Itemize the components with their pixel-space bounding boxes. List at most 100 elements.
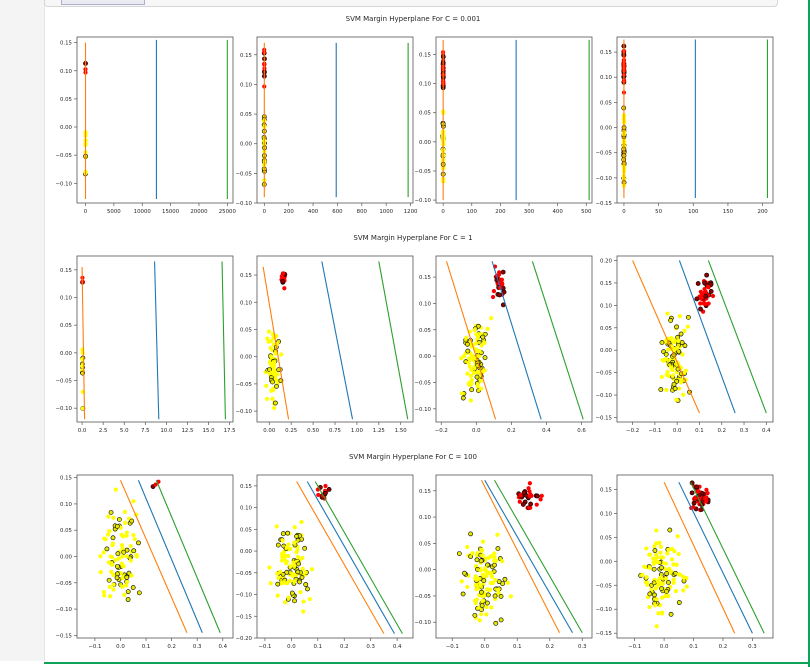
point-class-a [478, 589, 484, 595]
point-class-a [468, 373, 474, 379]
point-class-a [654, 597, 659, 602]
point-class-a [673, 589, 678, 594]
point-class-a [484, 573, 489, 578]
point-class-a [669, 557, 675, 562]
point-class-a [671, 577, 676, 582]
point-class-a [270, 379, 275, 385]
toolbar-button[interactable] [61, 0, 145, 5]
point-class-a [121, 549, 127, 555]
point-class-a [478, 583, 483, 588]
point-class-a [659, 555, 664, 560]
point-class-a [663, 576, 669, 581]
x-tick-label: 0.1 [695, 428, 704, 434]
point-class-a [292, 579, 297, 584]
point-class-a [480, 539, 486, 544]
plot-frame [616, 474, 774, 639]
y-tick-label: −0.10 [595, 393, 612, 399]
point-class-a [672, 386, 678, 391]
point-class-a [676, 551, 681, 557]
point-class-a [672, 347, 677, 353]
point-class-a [476, 354, 482, 359]
point-class-b [323, 483, 328, 489]
point-class-b [153, 482, 158, 487]
x-tick-label: 0.0 [287, 644, 296, 650]
point-class-a [107, 529, 112, 534]
point-class-a [132, 537, 137, 542]
point-class-a [465, 341, 470, 347]
x-tick-label: 50 [655, 209, 662, 215]
point-class-a [265, 336, 270, 341]
point-class-b [538, 497, 543, 502]
point-class-a [465, 371, 470, 376]
point-class-a [482, 355, 488, 361]
point-class-a [294, 533, 299, 539]
x-tick-label: 0.3 [748, 644, 757, 650]
point-class-a [472, 612, 478, 618]
point-class-a [124, 554, 129, 559]
point-class-a [274, 524, 279, 529]
point-class-a [481, 578, 487, 584]
point-class-a [275, 581, 281, 587]
x-tick-label: 0.3 [740, 428, 749, 434]
y-tick-label: −0.10 [414, 407, 431, 413]
point-class-a [122, 592, 127, 597]
point-class-b [704, 272, 710, 278]
x-tick-label: 20000 [190, 209, 208, 215]
hyperplane-line [494, 479, 583, 634]
subplot: −0.1 0.0 0.1 0.2 0.3 0.4 −0.20 −0.15 −0.10 −0.05 0… [235, 474, 414, 650]
x-tick-label: −0.1 [628, 644, 641, 650]
y-tick-label: 0.00 [60, 125, 73, 131]
point-class-a [655, 579, 660, 584]
point-class-a [279, 352, 284, 357]
point-class-b [708, 281, 714, 287]
point-class-a [647, 552, 652, 557]
point-class-a [114, 564, 120, 569]
y-tick-label: −0.05 [414, 169, 431, 175]
point-class-a [476, 576, 481, 581]
point-class-a [682, 328, 687, 333]
point-class-b [528, 501, 534, 507]
point-class-a [459, 579, 464, 584]
y-tick-label: 0.10 [240, 82, 253, 88]
point-class-a [643, 580, 648, 585]
point-class-a [289, 590, 295, 596]
point-class-a [480, 598, 485, 603]
point-class-a [673, 570, 678, 576]
point-class-a [642, 564, 647, 569]
point-class-a [301, 599, 306, 604]
x-tick-label: 0.4 [762, 428, 771, 434]
point-class-b [491, 289, 497, 294]
point-class-a [680, 352, 685, 357]
point-class-a [485, 562, 490, 568]
point-class-a [682, 369, 687, 374]
point-class-a [478, 558, 484, 564]
point-class-a [502, 576, 508, 582]
point-class-a [640, 572, 645, 577]
y-tick-label: −0.10 [55, 406, 72, 412]
point-class-a [474, 553, 480, 558]
x-tick-label: −0.1 [88, 644, 101, 650]
point-class-a [120, 575, 125, 580]
point-class-a [657, 540, 662, 545]
y-tick-label: 0.05 [600, 100, 612, 106]
x-tick-label: 400 [308, 209, 319, 215]
point-class-a [496, 590, 502, 596]
point-class-a [647, 591, 653, 597]
y-tick-label: −0.20 [235, 636, 252, 642]
y-tick-label: −0.05 [595, 151, 612, 157]
point-class-a [652, 548, 658, 553]
point-class-b [500, 269, 506, 275]
point-class-a [119, 543, 125, 548]
point-class-a [478, 568, 483, 573]
y-tick-label: 0.15 [419, 52, 431, 58]
y-tick-label: 0.05 [60, 323, 72, 329]
point-class-a [124, 583, 129, 588]
point-class-a [671, 381, 677, 387]
point-class-a [473, 583, 478, 588]
point-class-a [488, 571, 494, 576]
plot-content [79, 261, 226, 420]
y-tick-label: −0.15 [55, 633, 72, 639]
x-tick-label: 0.50 [307, 428, 320, 434]
y-tick-label: 0.15 [600, 281, 612, 287]
point-class-b [529, 493, 534, 498]
